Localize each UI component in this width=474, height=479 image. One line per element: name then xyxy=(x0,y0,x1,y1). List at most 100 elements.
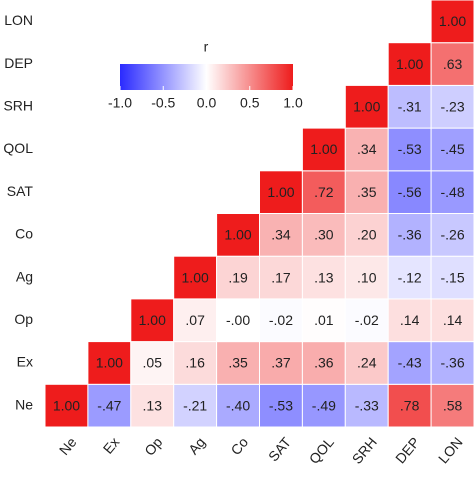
cell xyxy=(387,383,432,428)
cell xyxy=(344,213,389,257)
cell-label: -.36 xyxy=(440,355,464,371)
cell xyxy=(430,170,474,215)
cell-label: .13 xyxy=(314,269,334,285)
cell xyxy=(430,255,474,300)
cell-label: -.31 xyxy=(398,98,422,114)
y-tick-label: LON xyxy=(4,12,33,28)
cell-label: -.47 xyxy=(97,397,121,413)
cell-label: .58 xyxy=(443,397,463,413)
colorbar-tick-label: 0.5 xyxy=(240,95,260,111)
cell xyxy=(173,298,218,343)
cell xyxy=(130,298,175,343)
cell-label: 1.00 xyxy=(53,397,80,413)
cell-label: 1.00 xyxy=(267,184,294,200)
cell-label: -.49 xyxy=(312,397,336,413)
cell-label: .36 xyxy=(314,355,334,371)
cell-label: 1.00 xyxy=(139,312,166,328)
cell-label: 1.00 xyxy=(396,56,423,72)
y-tick-label: Co xyxy=(15,226,33,242)
cell xyxy=(259,255,303,300)
cell-label: -.53 xyxy=(269,397,293,413)
x-tick-label: LON xyxy=(435,434,466,466)
cell xyxy=(430,341,474,385)
cell xyxy=(259,383,303,428)
cell xyxy=(259,213,303,257)
cell-label: .17 xyxy=(271,269,291,285)
x-tick-label: Ex xyxy=(100,434,123,457)
cell xyxy=(216,341,261,385)
x-tick-label: SRH xyxy=(349,434,380,467)
cell-label: .37 xyxy=(271,355,291,371)
cell-label: -.45 xyxy=(440,141,464,157)
colorbar-tick-label: -0.5 xyxy=(151,95,175,111)
cell-label: .35 xyxy=(228,355,248,371)
cell xyxy=(430,127,474,172)
x-tick-label: Co xyxy=(227,434,251,458)
cell xyxy=(387,298,432,343)
cell xyxy=(216,255,261,300)
cell-label: -.26 xyxy=(440,227,464,243)
cell xyxy=(344,298,389,343)
cell-label: -.43 xyxy=(398,355,422,371)
cell xyxy=(387,84,432,129)
cell xyxy=(387,213,432,257)
cell-label: -.00 xyxy=(226,312,250,328)
cell-label: .16 xyxy=(185,355,205,371)
y-tick-label: SRH xyxy=(3,97,33,113)
cell-label: .14 xyxy=(400,312,420,328)
cell-label: 1.00 xyxy=(96,355,123,371)
cell-label: .24 xyxy=(357,355,377,371)
cell-label: -.40 xyxy=(226,397,250,413)
x-tick-label: SAT xyxy=(265,434,294,465)
cell-label: .72 xyxy=(314,184,334,200)
cell xyxy=(430,383,474,428)
cell-label: .19 xyxy=(228,269,248,285)
cell xyxy=(216,298,261,343)
cell xyxy=(387,170,432,215)
cell-label: .05 xyxy=(143,355,163,371)
cell-label: -.33 xyxy=(355,397,379,413)
cell-label: .78 xyxy=(400,397,420,413)
cell xyxy=(44,383,89,428)
cell-label: -.12 xyxy=(398,269,422,285)
y-tick-label: Op xyxy=(14,311,33,327)
cell-label: 1.00 xyxy=(353,98,380,114)
colorbar-tick-label: 0.0 xyxy=(197,95,217,111)
cell xyxy=(301,170,346,215)
cell-label: .35 xyxy=(357,184,377,200)
cell xyxy=(430,213,474,257)
cell-label: .13 xyxy=(143,397,163,413)
cell xyxy=(87,341,132,385)
y-tick-label: Ne xyxy=(15,396,33,412)
cell-label: 1.00 xyxy=(310,141,337,157)
y-tick-label: QOL xyxy=(3,140,33,156)
cell-label: -.53 xyxy=(398,141,422,157)
cell-label: .34 xyxy=(357,141,377,157)
cell-label: .07 xyxy=(185,312,205,328)
cell xyxy=(301,127,346,172)
cell-label: -.48 xyxy=(440,184,464,200)
cell-label: -.23 xyxy=(440,98,464,114)
cell xyxy=(430,0,474,44)
cell-label: .14 xyxy=(443,312,463,328)
cell xyxy=(430,298,474,343)
cell-label: -.36 xyxy=(398,227,422,243)
cell-label: 1.00 xyxy=(439,13,466,29)
cell xyxy=(130,341,175,385)
colorbar xyxy=(120,64,293,90)
cell-label: -.21 xyxy=(183,397,207,413)
cell xyxy=(387,255,432,300)
cell-label: -.56 xyxy=(398,184,422,200)
x-tick-label: Op xyxy=(141,434,165,459)
cell-label: .10 xyxy=(357,269,377,285)
cell xyxy=(344,127,389,172)
x-tick-label: Ag xyxy=(185,434,208,457)
y-tick-label: Ag xyxy=(16,268,33,284)
cell xyxy=(259,170,303,215)
cell xyxy=(430,42,474,86)
colorbar-tick-label: 1.0 xyxy=(283,95,303,111)
cell-label: .34 xyxy=(271,227,291,243)
cell-label: .63 xyxy=(443,56,463,72)
cell xyxy=(87,383,132,428)
